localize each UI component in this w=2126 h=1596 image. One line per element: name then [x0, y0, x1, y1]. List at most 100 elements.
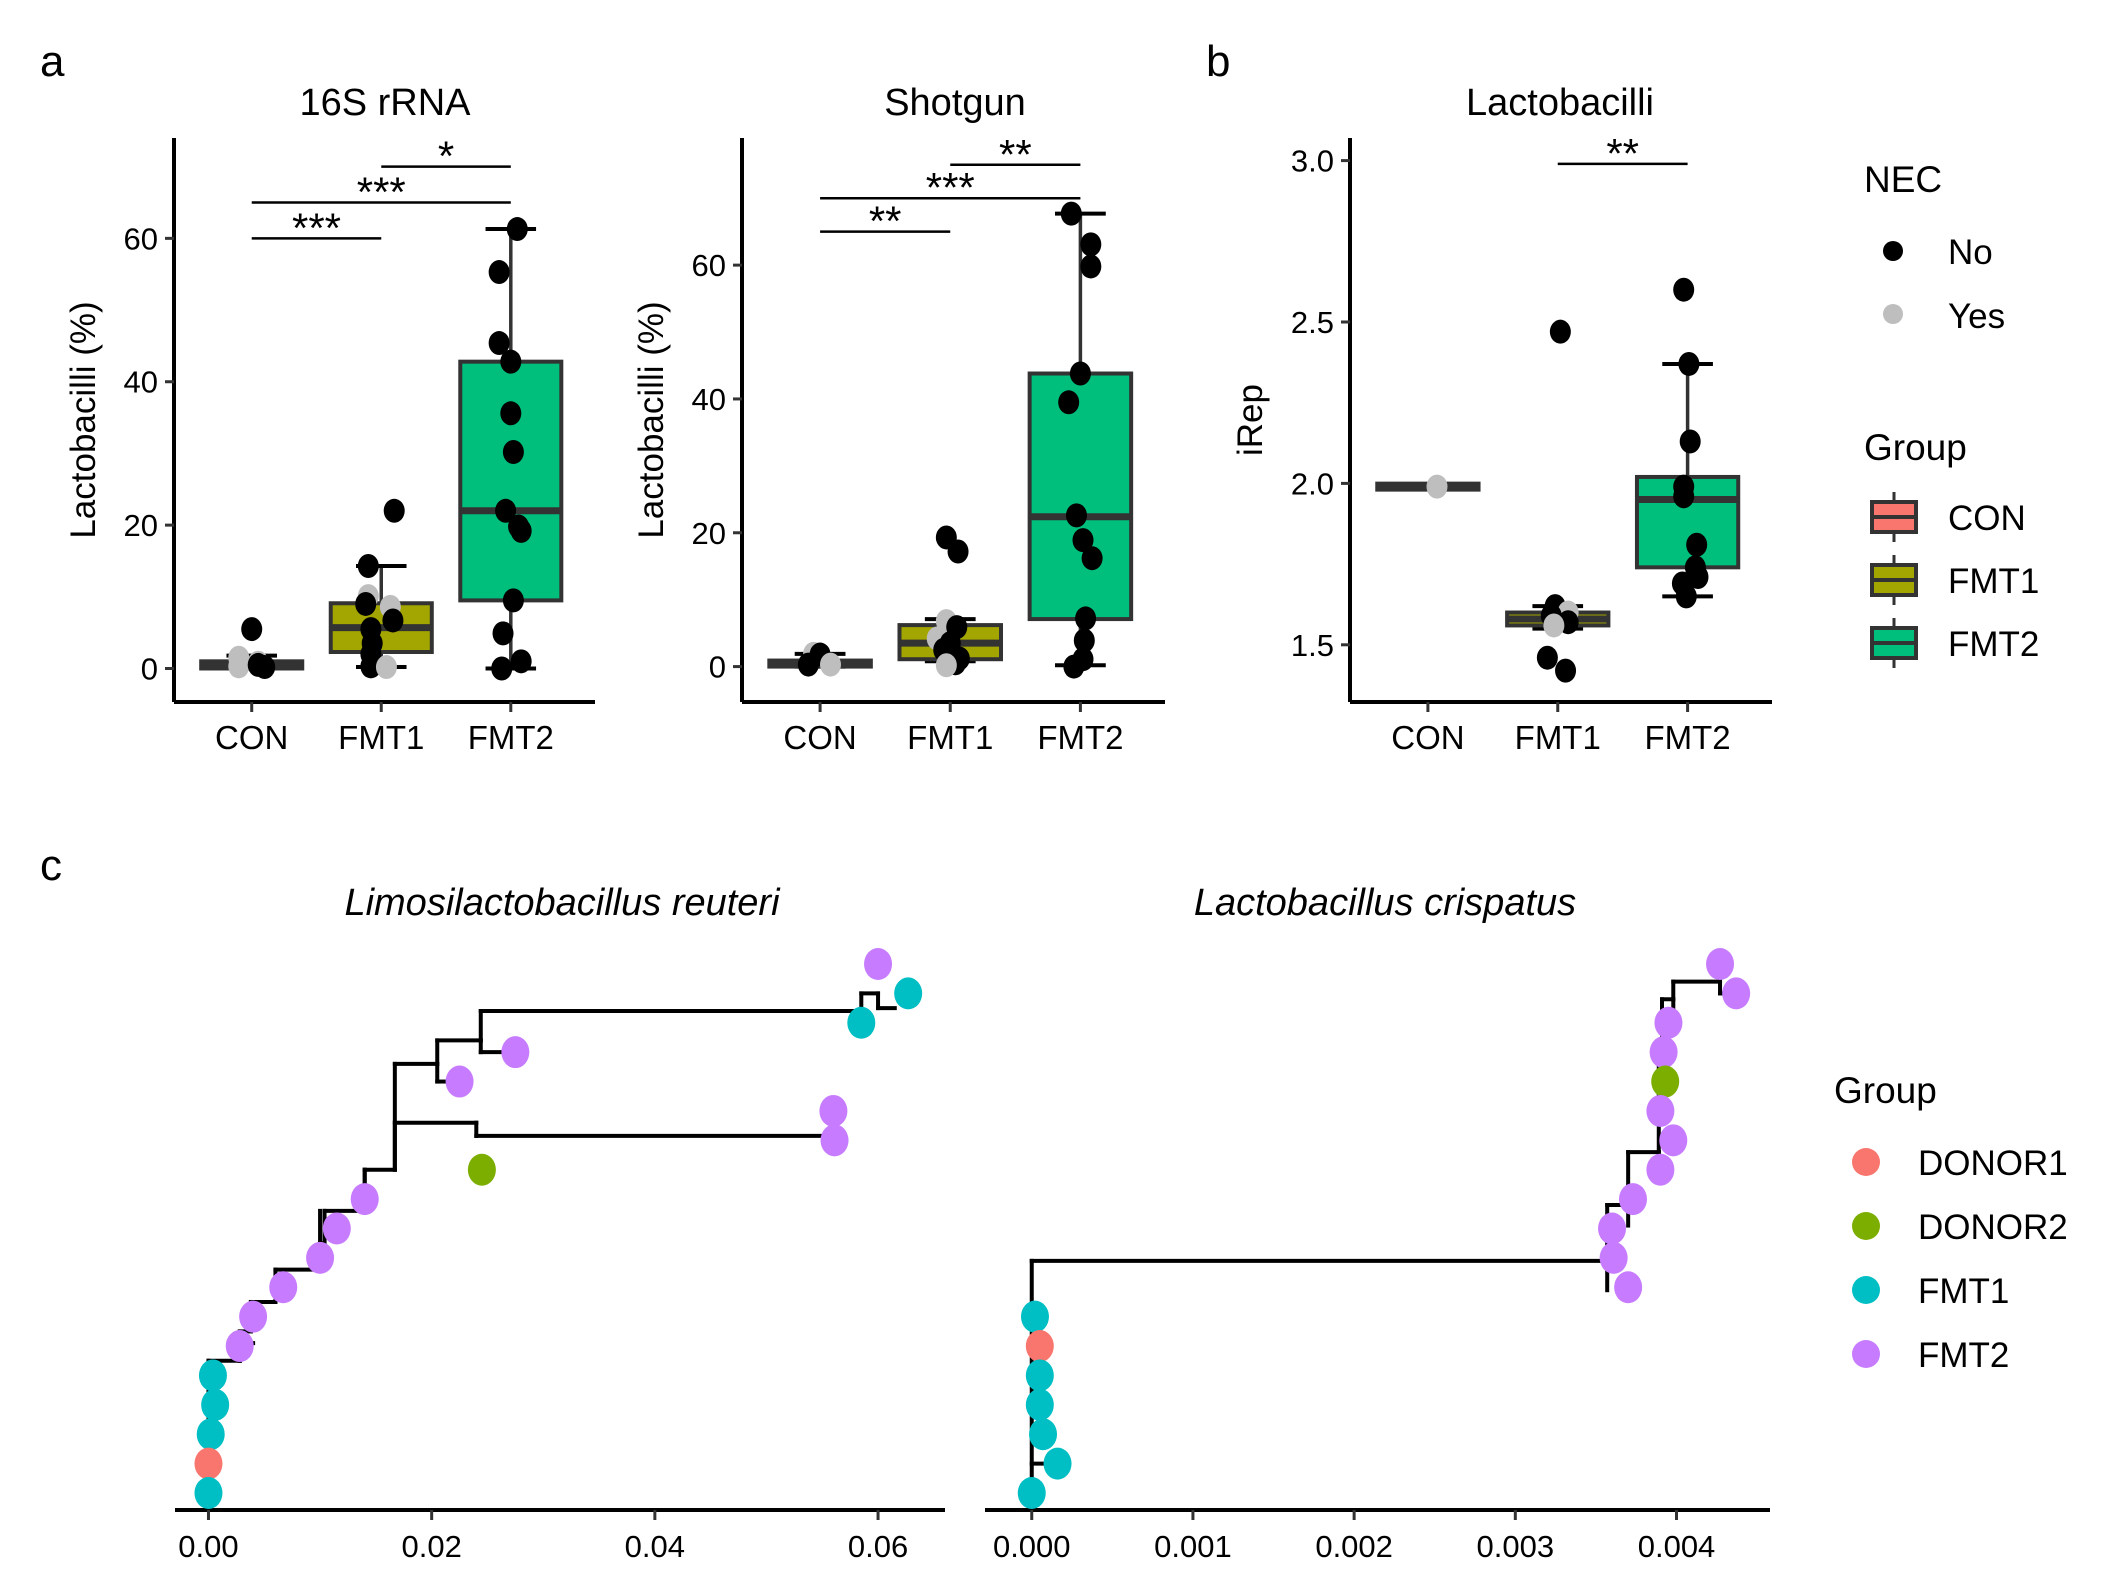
- data-point: [1063, 654, 1085, 679]
- data-point: [1080, 254, 1102, 279]
- chart-title: Shotgun: [884, 82, 1026, 124]
- x-tick-label: CON: [215, 719, 288, 756]
- tree-tip: [1646, 1094, 1675, 1127]
- significance-label: ***: [292, 204, 341, 251]
- tree-tip: [1599, 1241, 1628, 1274]
- tree-tip: [1654, 1006, 1683, 1039]
- legend-label-fmt2: FMT2: [1918, 1336, 2009, 1375]
- legend-swatch-donor1: [1852, 1148, 1880, 1176]
- data-point: [506, 217, 528, 242]
- x-tick-label: FMT1: [338, 719, 424, 756]
- data-point: [382, 608, 404, 633]
- x-tick-label: FMT2: [468, 719, 554, 756]
- data-point: [502, 588, 524, 613]
- x-tick-label: 0.001: [1154, 1529, 1232, 1564]
- tree-tip: [201, 1388, 230, 1421]
- data-point: [500, 349, 522, 374]
- legend-label-fmt1: FMT1: [1948, 562, 2039, 601]
- chart-irep: Lactobacilli iRep 1.5 2.0 2.5 3.0 CON FMT1 FMT2 *…: [1231, 82, 1772, 756]
- tree-l-reuteri: Limosilactobacillus reuteri 0.00 0.02 0.04 0…: [175, 882, 945, 1564]
- legend-nec-no-label: No: [1948, 233, 1993, 272]
- tree-tip: [1025, 1330, 1054, 1363]
- data-point: [488, 331, 510, 356]
- box-fmt2: [1027, 371, 1134, 622]
- legend-group-box-title: Group: [1864, 427, 1967, 468]
- tree-tip: [467, 1153, 496, 1186]
- y-tick-label: 20: [692, 516, 726, 551]
- data-point: [510, 518, 532, 543]
- tree-tip: [1618, 1183, 1647, 1216]
- tree-tip: [194, 1477, 223, 1509]
- data-point: [1426, 474, 1448, 499]
- data-point: [1536, 645, 1558, 670]
- data-point: [495, 498, 517, 523]
- data-point: [1673, 484, 1695, 509]
- data-point: [355, 591, 377, 616]
- data-point: [1555, 658, 1577, 683]
- data-point: [1080, 232, 1102, 257]
- data-point: [1678, 351, 1700, 376]
- data-point: [1072, 528, 1094, 553]
- legend-swatch-donor2: [1852, 1212, 1880, 1240]
- tree-tip: [350, 1183, 379, 1216]
- tree-tip: [322, 1212, 351, 1245]
- tree-tip: [894, 977, 923, 1010]
- data-point: [510, 649, 532, 674]
- data-point: [1686, 532, 1708, 557]
- tree-tip: [1706, 948, 1735, 980]
- data-point: [488, 260, 510, 285]
- data-point: [1675, 584, 1697, 609]
- y-tick-label: 2.0: [1291, 466, 1334, 501]
- y-axis-label: Lactobacilli (%): [64, 301, 103, 538]
- x-tick-label: FMT2: [1645, 719, 1731, 756]
- data-point: [1069, 361, 1091, 386]
- data-point: [1060, 201, 1082, 226]
- tree-tip: [1722, 977, 1751, 1010]
- significance-label: ***: [357, 169, 406, 216]
- tree-tip: [847, 1006, 876, 1039]
- y-axis-label: iRep: [1231, 384, 1270, 456]
- tree-tip: [501, 1036, 530, 1069]
- legend-nec-title: NEC: [1864, 159, 1942, 200]
- x-tick-label: 0.02: [401, 1529, 461, 1564]
- tree-tip: [239, 1300, 268, 1333]
- tree-tip: [1649, 1036, 1678, 1069]
- tree-tip: [1043, 1447, 1072, 1480]
- tree-tip: [820, 1124, 849, 1157]
- legend-label-con: CON: [1948, 499, 2026, 538]
- tree-tip: [819, 1094, 848, 1127]
- legend-group-tree-title: Group: [1834, 1070, 1937, 1111]
- data-point: [254, 655, 276, 680]
- y-tick-label: 3.0: [1291, 144, 1334, 179]
- legend-nec-no-swatch: [1883, 241, 1903, 261]
- data-point: [1679, 429, 1701, 454]
- x-tick-label: 0.04: [625, 1529, 685, 1564]
- data-point: [375, 655, 397, 680]
- chart-shotgun: Shotgun Lactobacilli (%) 0 20 40 60 CON FMT1 FMT…: [632, 82, 1165, 756]
- data-point: [500, 401, 522, 426]
- y-tick-label: 60: [692, 248, 726, 283]
- tree-tip: [225, 1330, 254, 1363]
- y-tick-label: 40: [692, 382, 726, 417]
- panel-label-c: c: [40, 841, 62, 890]
- chart-title: 16S rRNA: [299, 82, 471, 124]
- data-point: [1549, 319, 1571, 344]
- legend-swatch-fmt2: [1852, 1340, 1880, 1368]
- significance-label: **: [869, 198, 902, 245]
- tree-title: Lactobacillus crispatus: [1194, 882, 1576, 924]
- panel-label-a: a: [40, 37, 65, 86]
- x-tick-label: 0.06: [848, 1529, 908, 1564]
- data-point: [947, 539, 969, 564]
- box-fmt2: [458, 359, 564, 603]
- data-point: [797, 652, 819, 677]
- x-tick-label: FMT1: [1515, 719, 1601, 756]
- significance-label: **: [999, 131, 1032, 178]
- y-tick-label: 0: [709, 650, 726, 685]
- data-point: [360, 654, 382, 679]
- tree-tip: [1651, 1065, 1680, 1098]
- x-tick-label: 0.002: [1315, 1529, 1393, 1564]
- x-tick-label: CON: [1391, 719, 1464, 756]
- y-axis-label: Lactobacilli (%): [632, 301, 671, 538]
- tree-tip: [306, 1241, 335, 1274]
